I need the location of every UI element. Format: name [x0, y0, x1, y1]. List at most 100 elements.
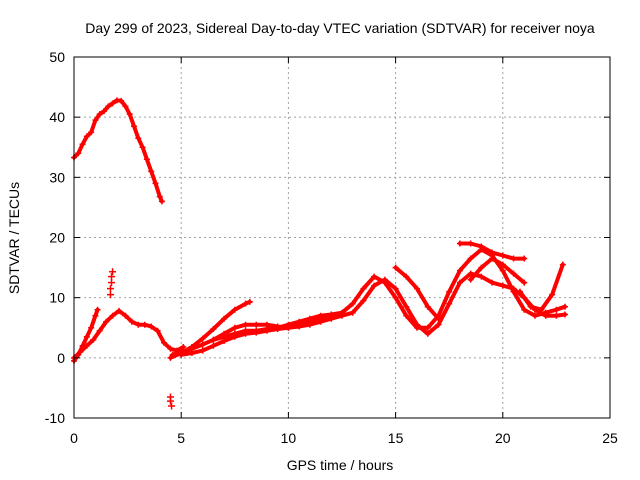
- series-arc-early-high: [71, 97, 165, 205]
- series-line: [72, 98, 164, 204]
- data-point: [210, 342, 217, 349]
- data-point: [392, 264, 399, 271]
- data-point: [467, 255, 474, 262]
- data-point: [154, 327, 161, 334]
- data-point: [88, 324, 95, 331]
- data-point: [531, 312, 538, 319]
- data-point: [381, 276, 388, 283]
- data-point: [371, 282, 378, 289]
- data-point: [199, 335, 206, 342]
- data-point: [96, 327, 103, 334]
- data-point: [296, 321, 303, 328]
- data-point: [83, 333, 90, 340]
- data-point: [446, 288, 453, 295]
- data-point: [126, 111, 133, 118]
- data-point: [94, 306, 101, 313]
- scatter-point: [166, 397, 174, 405]
- data-point: [435, 315, 442, 322]
- data-point: [489, 249, 496, 256]
- data-point: [549, 291, 556, 298]
- data-point: [446, 300, 453, 307]
- x-tick-label: 25: [602, 430, 618, 446]
- data-point: [122, 103, 129, 110]
- data-point: [510, 270, 517, 277]
- ticks: 0 5 10 15 20 25 -10 0 10 20 30 40 50: [45, 49, 618, 446]
- scatter-point: [108, 279, 116, 287]
- data-point: [516, 288, 523, 295]
- data-point: [167, 345, 174, 352]
- data-point: [339, 312, 345, 319]
- data-point: [83, 342, 90, 349]
- data-point: [221, 337, 228, 344]
- data-point: [178, 351, 185, 358]
- data-point: [456, 279, 463, 286]
- y-tick-label: -10: [45, 410, 65, 426]
- data-point: [135, 321, 142, 328]
- data-point: [360, 297, 367, 304]
- data-point: [478, 273, 485, 280]
- data-point: [143, 156, 150, 163]
- data-point: [231, 306, 238, 313]
- data-point: [527, 303, 534, 310]
- x-tick-label: 15: [388, 430, 404, 446]
- data-point: [167, 354, 174, 361]
- data-point: [510, 255, 517, 262]
- data-point: [242, 321, 249, 328]
- data-point: [499, 282, 506, 289]
- data-point: [221, 315, 228, 322]
- series-line: [72, 308, 186, 360]
- chart-title: Day 299 of 2023, Sidereal Day-to-day VTE…: [85, 20, 595, 36]
- data-point: [116, 307, 123, 314]
- data-point: [242, 300, 249, 307]
- data-point: [392, 294, 399, 301]
- data-point: [242, 330, 249, 337]
- y-tick-label: 30: [49, 169, 65, 185]
- data-point: [210, 336, 217, 343]
- data-point: [435, 321, 442, 328]
- data-point: [131, 123, 138, 130]
- data-point: [392, 285, 399, 292]
- data-point: [158, 198, 165, 205]
- scatter-point: [168, 402, 176, 410]
- data-point: [414, 321, 421, 328]
- data-point: [139, 144, 146, 151]
- data-point: [467, 276, 474, 283]
- data-point: [253, 329, 260, 336]
- data-point: [152, 180, 159, 187]
- data-point: [90, 336, 97, 343]
- data-point: [285, 324, 292, 331]
- x-axis-label: GPS time / hours: [287, 457, 394, 473]
- data-point: [169, 351, 176, 358]
- data-point: [561, 303, 568, 310]
- data-point: [349, 309, 356, 316]
- data-point: [122, 312, 129, 319]
- data-point: [231, 333, 238, 340]
- data-point: [263, 321, 270, 328]
- data-point: [499, 261, 506, 268]
- data-point: [360, 285, 367, 292]
- series-line: [468, 256, 527, 285]
- data-point: [553, 306, 560, 313]
- data-point: [456, 240, 463, 247]
- data-point: [424, 330, 431, 337]
- scatter-point: [106, 291, 114, 299]
- data-point: [499, 252, 506, 259]
- data-point: [77, 348, 84, 355]
- data-point: [109, 100, 116, 107]
- data-point: [96, 111, 103, 118]
- data-point: [135, 135, 142, 142]
- data-point: [424, 324, 431, 331]
- data-point: [75, 150, 82, 157]
- data-point: [188, 350, 195, 357]
- data-point: [403, 312, 410, 319]
- data-point: [263, 327, 270, 334]
- scatter-point: [109, 268, 117, 276]
- data-point: [538, 306, 545, 313]
- series-arc-afternoon-a: [392, 264, 442, 322]
- data-point: [510, 285, 517, 292]
- y-tick-label: 0: [57, 350, 65, 366]
- y-axis-label: SDTVAR / TECUs: [6, 182, 22, 294]
- data-point: [559, 261, 566, 268]
- data-point: [221, 330, 228, 337]
- data-point: [542, 312, 549, 319]
